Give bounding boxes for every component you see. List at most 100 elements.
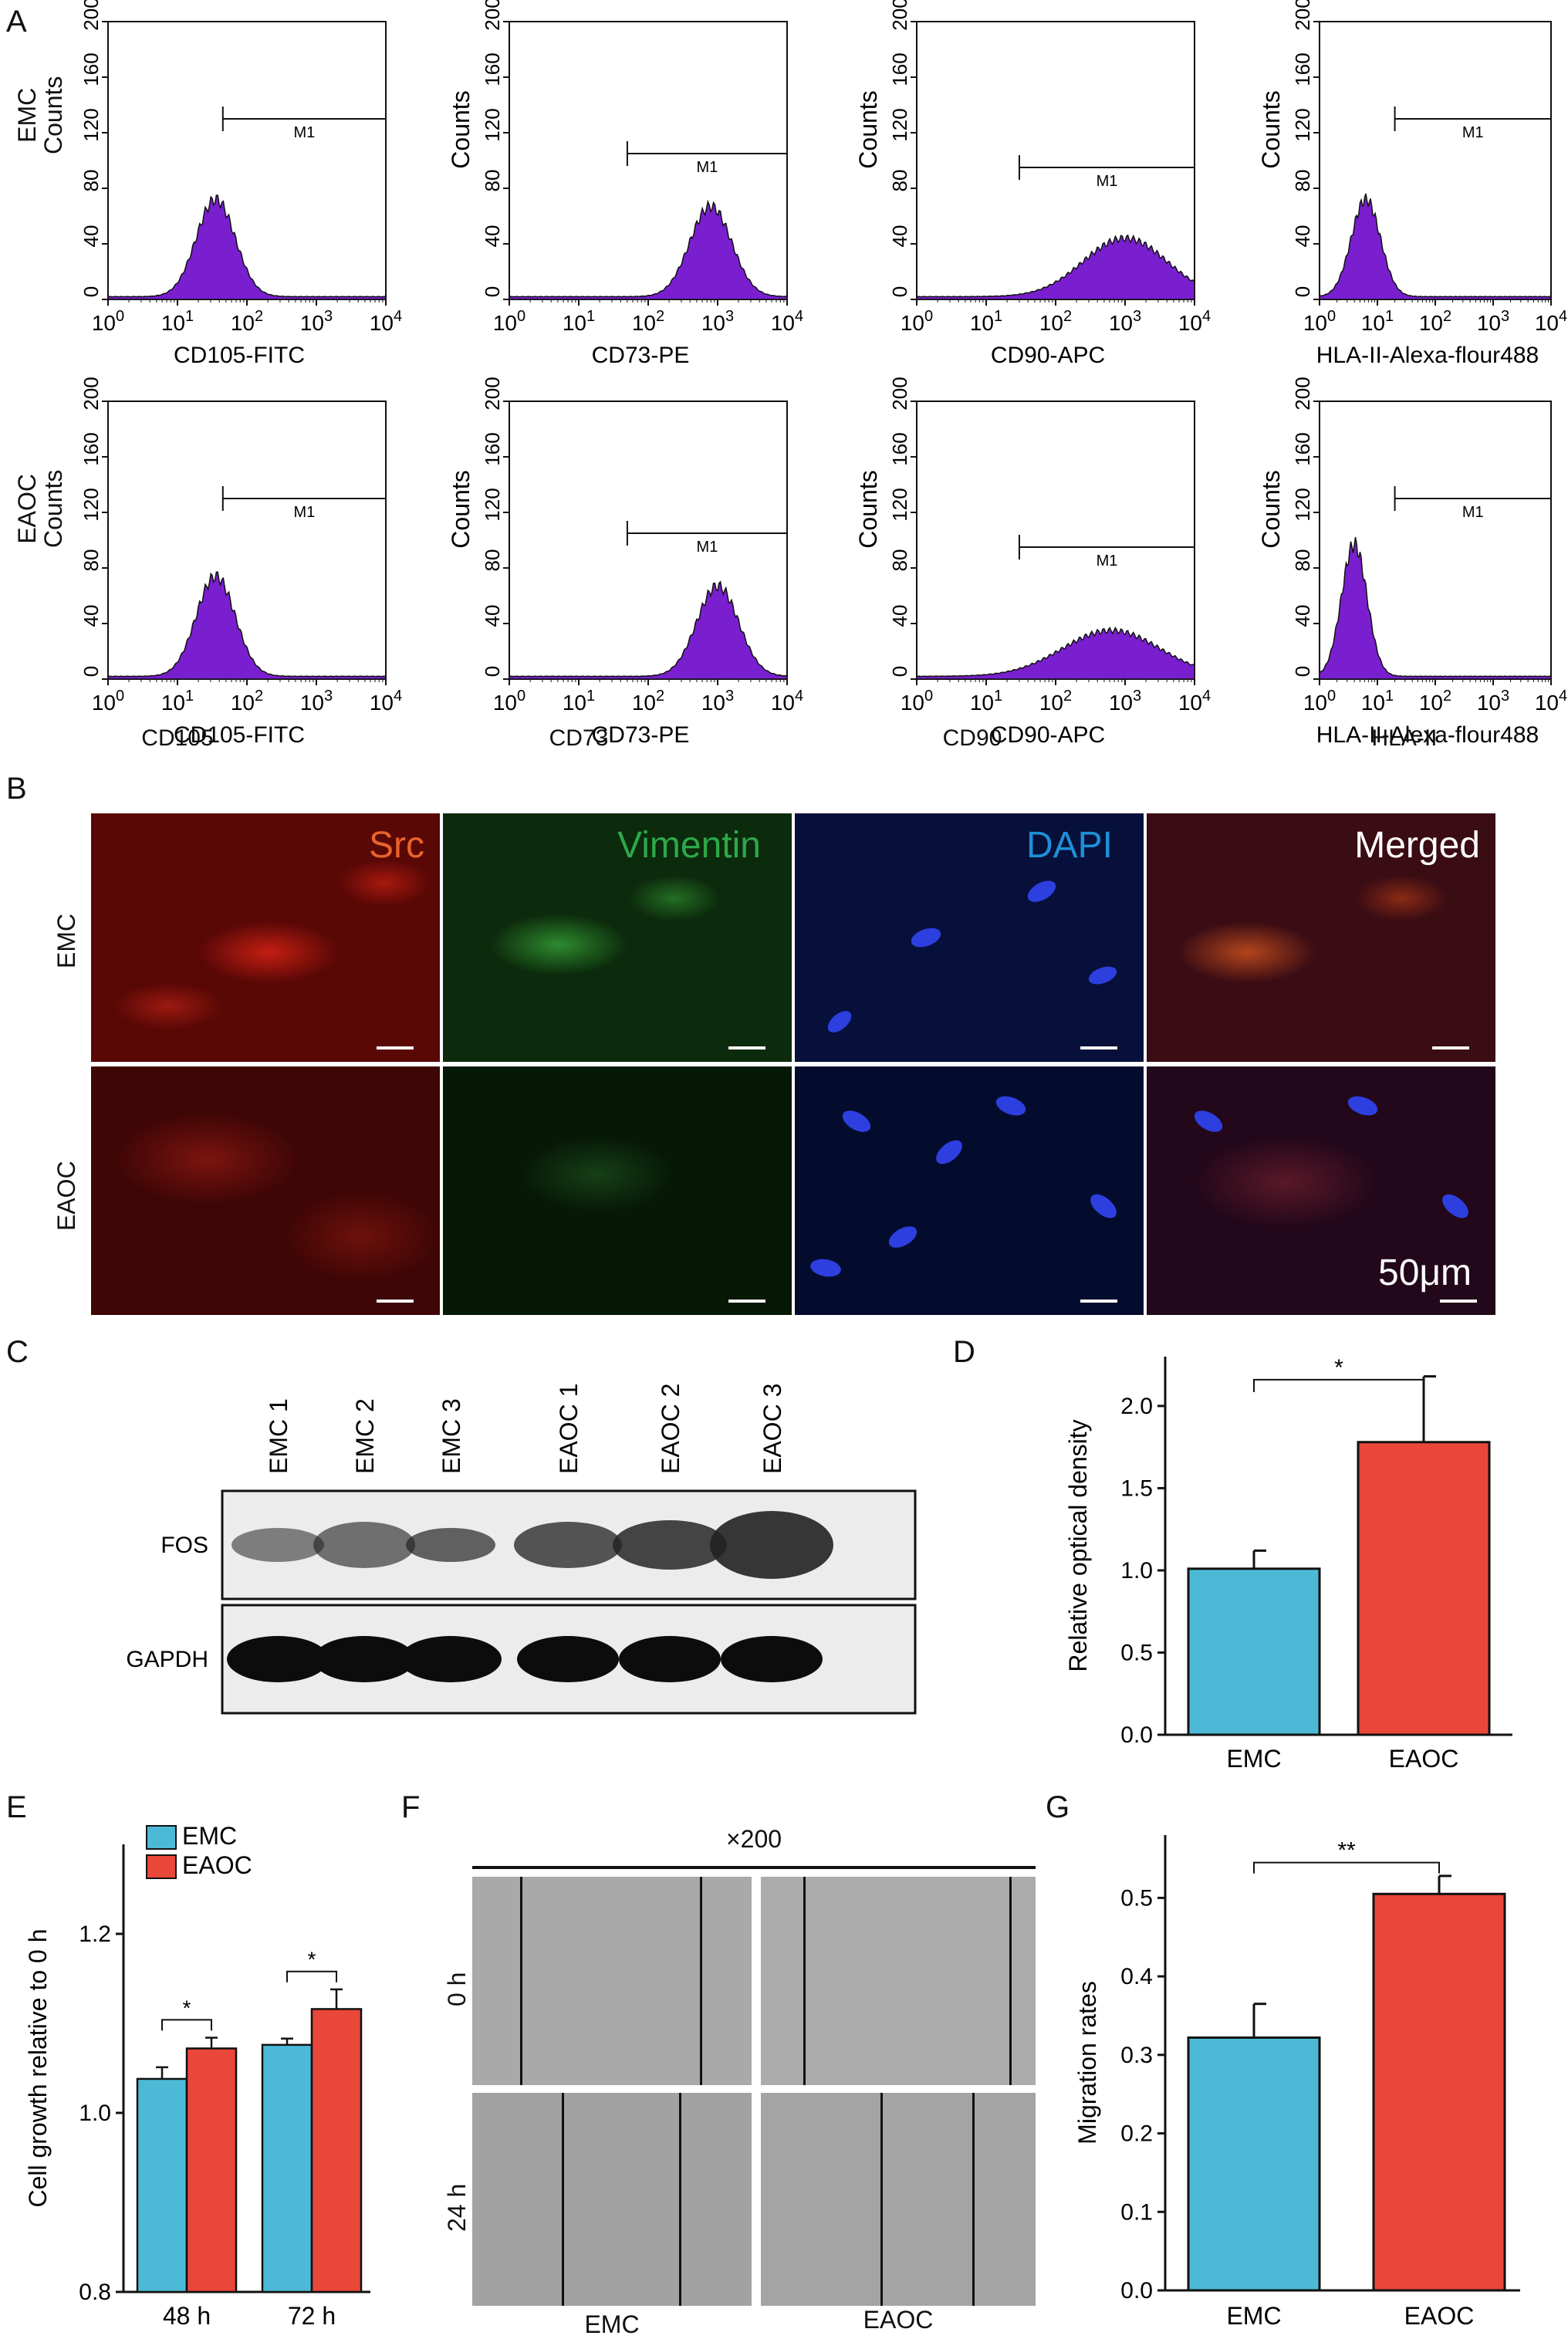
scale-bar bbox=[1080, 1046, 1117, 1050]
panel-c-letter: C bbox=[6, 1335, 29, 1369]
y-tick-label: 0.5 bbox=[1120, 1885, 1153, 1911]
y-tick-label: 120 bbox=[1291, 488, 1314, 521]
y-tick-label: 80 bbox=[1291, 170, 1314, 192]
y-tick-label: 40 bbox=[481, 605, 504, 627]
gapdh-band bbox=[619, 1636, 721, 1682]
dapi-image-eaoc bbox=[795, 1066, 1144, 1315]
gate-label: M1 bbox=[1097, 553, 1118, 570]
wound-col-label-eaoc: EAOC bbox=[863, 2306, 934, 2334]
y-tick-label: 0.1 bbox=[1120, 2199, 1153, 2225]
y-tick-label: 0 bbox=[481, 666, 504, 677]
x-tick-label: 102 bbox=[231, 308, 263, 335]
blot-row-label-fos: FOS bbox=[161, 1533, 208, 1558]
y-tick-label: 40 bbox=[79, 605, 103, 627]
y-tick-label: 0 bbox=[79, 666, 103, 677]
x-tick-label: 100 bbox=[1303, 308, 1336, 335]
panel-g-letter: G bbox=[1046, 1790, 1070, 1824]
channel-label-src: Src bbox=[369, 825, 424, 866]
x-tick-exponent: 0 bbox=[924, 688, 933, 705]
y-axis-label: Counts bbox=[447, 470, 475, 548]
bottom-label-cd73: CD73 bbox=[549, 725, 609, 751]
x-tick-exponent: 2 bbox=[1063, 688, 1072, 705]
x-tick-exponent: 2 bbox=[1063, 308, 1072, 325]
significance-bracket bbox=[1253, 1378, 1424, 1392]
y-axis-label: Migration rates bbox=[1073, 1981, 1101, 2145]
x-tick-label: 100 bbox=[493, 308, 525, 335]
plot-frame bbox=[509, 21, 788, 300]
y-axis-label: Cell growth relative to 0 h bbox=[24, 1928, 52, 2207]
x-tick-exponent: 1 bbox=[1385, 308, 1394, 325]
x-axis-label: HLA-II-Alexa-flour488 bbox=[1316, 343, 1539, 368]
gate-label: M1 bbox=[1462, 504, 1484, 521]
x-tick-label: 102 bbox=[632, 688, 664, 715]
x-tick-label: 103 bbox=[1477, 688, 1509, 715]
significance-marker: * bbox=[308, 1948, 316, 1972]
y-tick-label: 80 bbox=[888, 170, 911, 192]
bottom-label-cd90: CD90 bbox=[942, 725, 1002, 751]
nucleus bbox=[908, 924, 944, 951]
migration-rate-chart: 0.0 0.1 0.2 0.3 0.4 0.5 Migration rates EMC EAOC… bbox=[1073, 1835, 1520, 2330]
x-tick-label: 103 bbox=[300, 688, 333, 715]
y-tick-label: 0 bbox=[888, 666, 911, 677]
nucleus bbox=[993, 1092, 1029, 1120]
x-tick-label: 101 bbox=[161, 688, 194, 715]
x-tick-label: 103 bbox=[300, 308, 333, 335]
bar-emc bbox=[1187, 1567, 1321, 1736]
y-tick-label: 80 bbox=[481, 549, 504, 572]
plot-frame bbox=[916, 401, 1195, 680]
y-tick-label: 160 bbox=[888, 52, 911, 86]
y-tick-label: 40 bbox=[481, 225, 504, 248]
x-axis-label: CD90-APC bbox=[991, 722, 1105, 748]
wound-edge-line bbox=[679, 2093, 681, 2306]
x-axis-label: CD73-PE bbox=[592, 343, 690, 368]
x-tick-exponent: 4 bbox=[1559, 308, 1567, 325]
y-tick-label: 80 bbox=[79, 170, 103, 192]
y-axis-label: Counts bbox=[1257, 90, 1285, 168]
x-tick-exponent: 0 bbox=[116, 688, 124, 705]
y-tick-label: 200 bbox=[481, 0, 504, 31]
histogram-fill bbox=[509, 199, 788, 300]
x-tick-exponent: 3 bbox=[1501, 688, 1509, 705]
x-tick-label: 102 bbox=[1039, 688, 1072, 715]
x-tick-label: 104 bbox=[370, 688, 402, 715]
plot-frame bbox=[107, 21, 387, 300]
x-tick-label: 100 bbox=[92, 308, 124, 335]
y-axis-label: Counts bbox=[1257, 470, 1285, 548]
scale-bar-label: 50μm bbox=[1378, 1252, 1472, 1293]
gapdh-band bbox=[313, 1636, 415, 1682]
y-tick-label: 200 bbox=[888, 377, 911, 410]
panel-a-row-label-emc: EMC Counts bbox=[13, 76, 67, 154]
wound-row-label-24h: 24 h bbox=[443, 2183, 471, 2232]
gapdh-band bbox=[721, 1636, 823, 1682]
x-tick-exponent: 3 bbox=[1133, 308, 1141, 325]
y-tick-label: 40 bbox=[888, 605, 911, 627]
x-tick-exponent: 3 bbox=[725, 688, 734, 705]
y-tick-label: 0 bbox=[79, 286, 103, 297]
wound-image-eaoc-0h bbox=[761, 1877, 1036, 2085]
optical-density-chart: 0.0 0.5 1.0 1.5 2.0 Relative optical density E… bbox=[1064, 1355, 1512, 1773]
fos-band bbox=[313, 1522, 415, 1568]
gate-label: M1 bbox=[1097, 173, 1118, 190]
histogram-fill bbox=[509, 580, 788, 680]
lane-label: EAOC 3 bbox=[759, 1384, 786, 1474]
x-tick-label: 104 bbox=[1178, 308, 1211, 335]
wound-image-eaoc-24h bbox=[761, 2093, 1036, 2306]
x-tick-exponent: 3 bbox=[725, 308, 734, 325]
x-tick-exponent: 2 bbox=[255, 308, 263, 325]
legend-swatch-eaoc bbox=[146, 1854, 177, 1879]
x-tick-exponent: 4 bbox=[795, 688, 803, 705]
x-tick-exponent: 1 bbox=[994, 688, 1002, 705]
nucleus bbox=[931, 1135, 967, 1169]
panel-f-letter: F bbox=[401, 1790, 421, 1824]
gate-label: M1 bbox=[293, 504, 315, 521]
histogram-fill bbox=[916, 626, 1195, 680]
nucleus bbox=[809, 1256, 843, 1279]
scale-bar bbox=[1440, 1300, 1477, 1303]
x-tick-exponent: 1 bbox=[185, 308, 194, 325]
y-tick-label: 40 bbox=[1291, 225, 1314, 248]
